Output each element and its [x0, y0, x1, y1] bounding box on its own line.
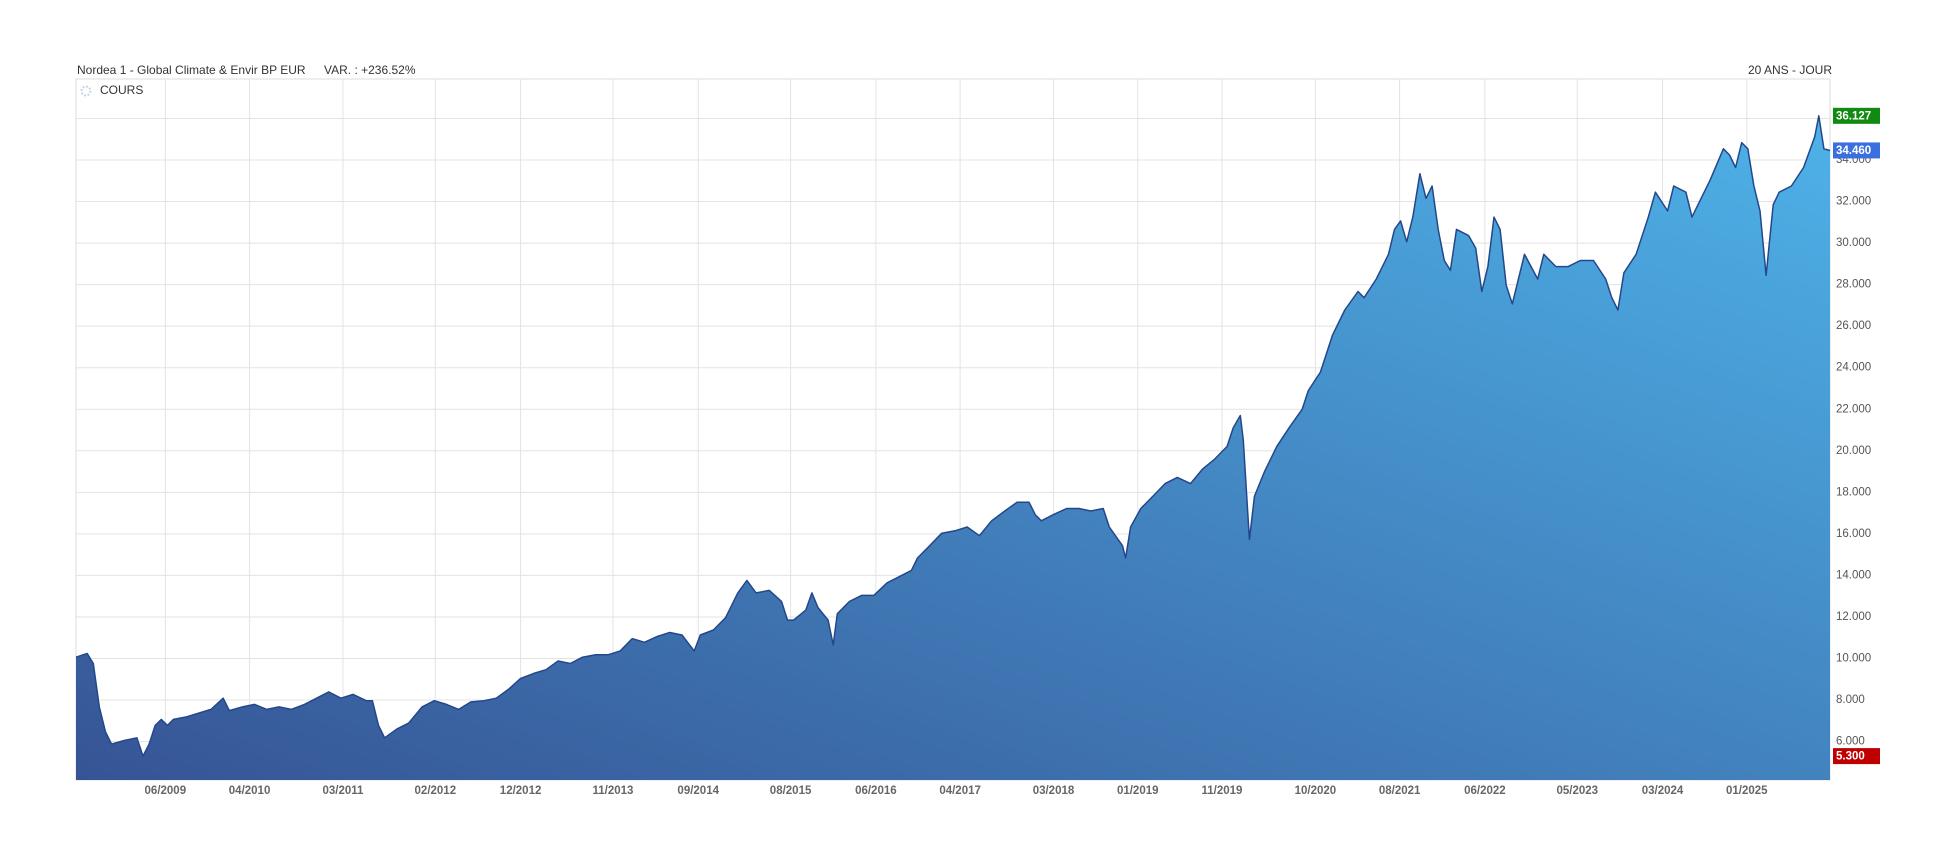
- x-tick-label: 01/2025: [1726, 785, 1768, 797]
- price-tag-label: 5.300: [1836, 751, 1865, 763]
- y-tick-label: 26.000: [1836, 320, 1871, 332]
- area-fill: [76, 115, 1830, 781]
- x-tick-label: 06/2022: [1464, 785, 1506, 797]
- y-tick-label: 20.000: [1836, 445, 1871, 457]
- x-tick-label: 02/2012: [415, 785, 457, 797]
- y-tick-label: 24.000: [1836, 362, 1871, 374]
- y-tick-label: 32.000: [1836, 196, 1871, 208]
- y-tick-label: 28.000: [1836, 279, 1871, 291]
- price-tag-label: 36.127: [1836, 110, 1871, 122]
- y-tick-label: 14.000: [1836, 569, 1871, 581]
- x-tick-label: 11/2019: [1202, 785, 1243, 797]
- price-tag-label: 34.460: [1836, 145, 1871, 157]
- x-tick-label: 06/2016: [855, 785, 897, 797]
- price-tag: [1833, 107, 1880, 124]
- x-tick-label: 06/2009: [145, 785, 187, 797]
- x-tick-label: 08/2015: [770, 785, 812, 797]
- legend-label: COURS: [100, 83, 143, 97]
- y-tick-label: 6.000: [1836, 736, 1865, 748]
- x-tick-label: 11/2013: [592, 785, 633, 797]
- x-tick-label: 03/2018: [1033, 785, 1075, 797]
- x-tick-label: 05/2023: [1556, 785, 1598, 797]
- y-tick-label: 10.000: [1836, 653, 1871, 665]
- y-tick-label: 22.000: [1836, 403, 1871, 415]
- x-tick-label: 08/2021: [1379, 785, 1421, 797]
- x-tick-label: 03/2024: [1642, 785, 1684, 797]
- x-tick-label: 01/2019: [1117, 785, 1159, 797]
- y-tick-label: 8.000: [1836, 694, 1865, 706]
- y-tick-label: 30.000: [1836, 237, 1871, 249]
- price-tag: [1833, 142, 1880, 159]
- chart-title: Nordea 1 - Global Climate & Envir BP EUR: [77, 63, 306, 77]
- x-tick-label: 03/2011: [322, 785, 364, 797]
- y-tick-label: 16.000: [1836, 528, 1871, 540]
- y-tick-label: 18.000: [1836, 486, 1871, 498]
- x-tick-label: 04/2010: [229, 785, 271, 797]
- legend-icon: [80, 85, 92, 97]
- x-tick-label: 09/2014: [677, 785, 719, 797]
- price-tag: [1833, 748, 1880, 765]
- chart-subtitle: VAR. : +236.52%: [324, 63, 416, 77]
- x-tick-label: 10/2020: [1295, 785, 1337, 797]
- price-line: [75, 115, 1831, 757]
- x-tick-label: 12/2012: [500, 785, 542, 797]
- period-label: 20 ANS - JOUR: [1748, 63, 1832, 77]
- x-tick-label: 04/2017: [939, 785, 981, 797]
- y-tick-label: 12.000: [1836, 611, 1871, 623]
